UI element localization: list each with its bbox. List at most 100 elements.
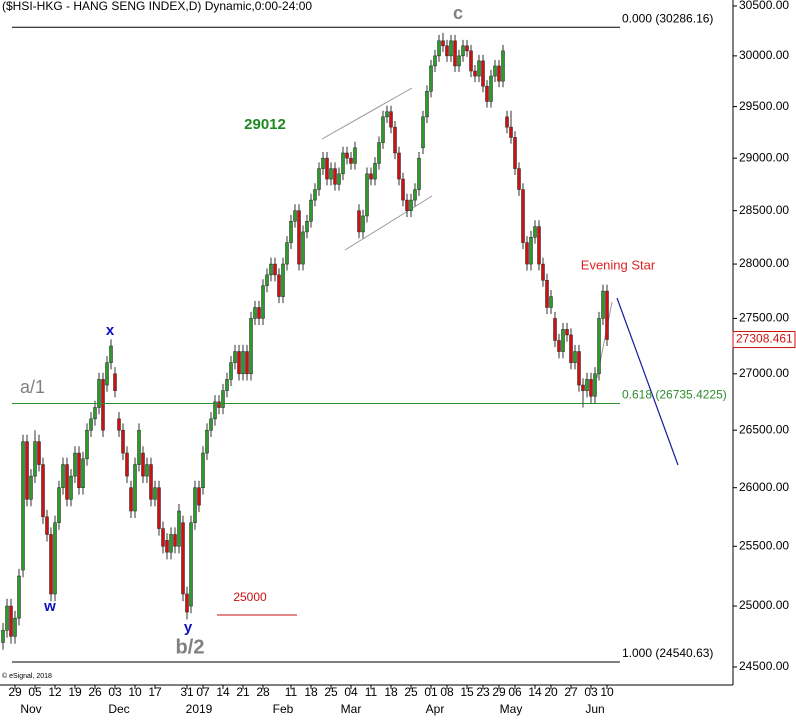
candle-body — [457, 55, 461, 67]
candle-body — [157, 487, 161, 529]
y-tick-label: 26500.00 — [739, 422, 789, 436]
candle-body — [345, 152, 349, 159]
candle-body — [121, 429, 125, 454]
month-label: Mar — [341, 702, 362, 716]
candle-body — [257, 307, 261, 319]
candle-body — [329, 168, 333, 180]
candle-body — [73, 452, 77, 477]
channel-line — [344, 195, 433, 251]
x-tick-label: 18 — [384, 685, 398, 699]
candle-body — [497, 65, 501, 82]
candle-body — [533, 226, 537, 238]
candle-body — [401, 178, 405, 201]
candle-body — [153, 487, 157, 500]
candle-body — [185, 593, 189, 613]
candle-body — [289, 221, 293, 243]
chart-title: ($HSI-HKG - HANG SENG INDEX,D) Dynamic,0… — [2, 0, 312, 13]
candle-body — [489, 75, 493, 102]
candle-body — [165, 540, 169, 553]
candle-body — [325, 157, 329, 180]
wave-label: c — [453, 3, 463, 23]
candle-body — [217, 401, 221, 408]
candle-body — [269, 263, 273, 276]
candle-body — [149, 464, 153, 500]
candle-body — [25, 441, 29, 500]
candle-body — [9, 605, 13, 637]
x-tick-label: 11 — [285, 685, 298, 699]
candle-body — [225, 379, 229, 391]
candle-body — [209, 418, 213, 431]
candle-body — [385, 111, 389, 118]
candle-body — [265, 274, 269, 286]
candle-body — [1, 630, 5, 643]
month-label: May — [500, 702, 523, 716]
candle-body — [49, 534, 53, 595]
projection-line — [616, 297, 679, 466]
candle-body — [537, 226, 541, 265]
candle-body — [169, 534, 173, 553]
target-label: 25000 — [233, 590, 267, 604]
month-label: Apr — [426, 702, 445, 716]
candle-body — [373, 163, 377, 180]
candle-body — [433, 55, 437, 67]
y-tick-label: 25500.00 — [739, 538, 789, 552]
candle-body — [189, 522, 193, 607]
candle-body — [141, 452, 145, 477]
candle-body — [513, 137, 517, 169]
candle-body — [125, 452, 129, 477]
candle-body — [205, 429, 209, 454]
candle-body — [349, 157, 353, 164]
candle-body — [273, 263, 277, 276]
candle-body — [517, 168, 521, 190]
candle-body — [41, 464, 45, 518]
fib-label: 1.000 (24540.63) — [622, 646, 713, 660]
month-label: Feb — [273, 702, 294, 716]
candle-body — [593, 373, 597, 397]
candle-body — [485, 85, 489, 102]
candle-body — [17, 575, 21, 619]
month-label: Dec — [108, 702, 129, 716]
candle-body — [37, 441, 41, 465]
y-tick-label: 27500.00 — [739, 311, 789, 325]
candle-body — [297, 210, 301, 265]
candle-body — [113, 373, 117, 391]
candle-body — [573, 351, 577, 363]
candle-body — [69, 475, 73, 500]
candle-body — [493, 65, 497, 77]
candle-body — [585, 379, 589, 391]
plot — [1, 32, 609, 650]
candle-body — [473, 70, 477, 77]
candle-body — [133, 464, 137, 512]
wave-label: a/1 — [20, 377, 45, 397]
candle-body — [481, 60, 485, 87]
candle-body — [545, 280, 549, 308]
x-tick-label: 05 — [28, 685, 42, 699]
candle-body — [281, 263, 285, 297]
candle-body — [397, 152, 401, 180]
candle-body — [13, 617, 17, 637]
wave-label: y — [184, 619, 193, 636]
x-tick-label: 23 — [476, 685, 490, 699]
candle-body — [425, 91, 429, 118]
x-tick-label: 21 — [236, 685, 250, 699]
candle-body — [85, 429, 89, 460]
y-tick-label: 28500.00 — [739, 203, 789, 217]
candle-body — [429, 65, 433, 92]
candle-body — [553, 318, 557, 341]
candle-body — [581, 384, 585, 391]
candle-body — [389, 111, 393, 128]
candle-body — [305, 221, 309, 233]
candle-body — [21, 441, 25, 571]
candle-body — [197, 487, 201, 506]
candle-body — [241, 351, 245, 375]
candle-body — [317, 168, 321, 190]
candle-body — [565, 329, 569, 336]
month-label: 2019 — [186, 702, 213, 716]
candle-body — [29, 475, 33, 500]
credit: © eSignal, 2018 — [2, 672, 52, 680]
candle-body — [105, 362, 109, 386]
candle-body — [293, 210, 297, 222]
wave-label: w — [43, 598, 56, 615]
candle-body — [445, 45, 449, 57]
